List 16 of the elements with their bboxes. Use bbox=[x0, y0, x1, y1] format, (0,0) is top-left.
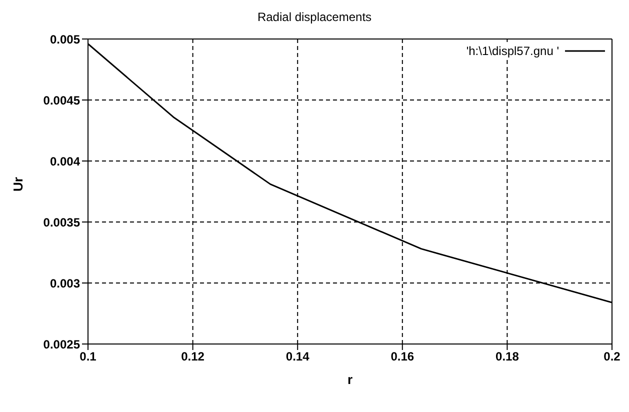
chart-title: Radial displacements bbox=[256, 10, 373, 24]
y-tick-label: 0.005 bbox=[50, 32, 80, 46]
x-tick-label: 0.2 bbox=[604, 350, 621, 364]
x-tick-label: 0.14 bbox=[286, 350, 310, 364]
y-tick-label: 0.0045 bbox=[43, 93, 80, 108]
legend-label: 'h:\1\displ57.gnu ' bbox=[466, 44, 559, 58]
x-axis-title: r bbox=[347, 372, 353, 387]
x-tick-label: 0.12 bbox=[181, 350, 205, 364]
x-tick-label: 0.18 bbox=[496, 350, 520, 364]
y-tick-label: 0.004 bbox=[50, 154, 80, 168]
x-tick-label: 0.16 bbox=[390, 350, 414, 364]
y-tick-label: 0.0025 bbox=[43, 337, 80, 352]
x-tick-label: 0.1 bbox=[80, 350, 97, 364]
y-tick-label: 0.0035 bbox=[43, 215, 80, 230]
y-tick-label: 0.003 bbox=[50, 276, 80, 290]
y-axis-title: Ur bbox=[10, 177, 26, 192]
